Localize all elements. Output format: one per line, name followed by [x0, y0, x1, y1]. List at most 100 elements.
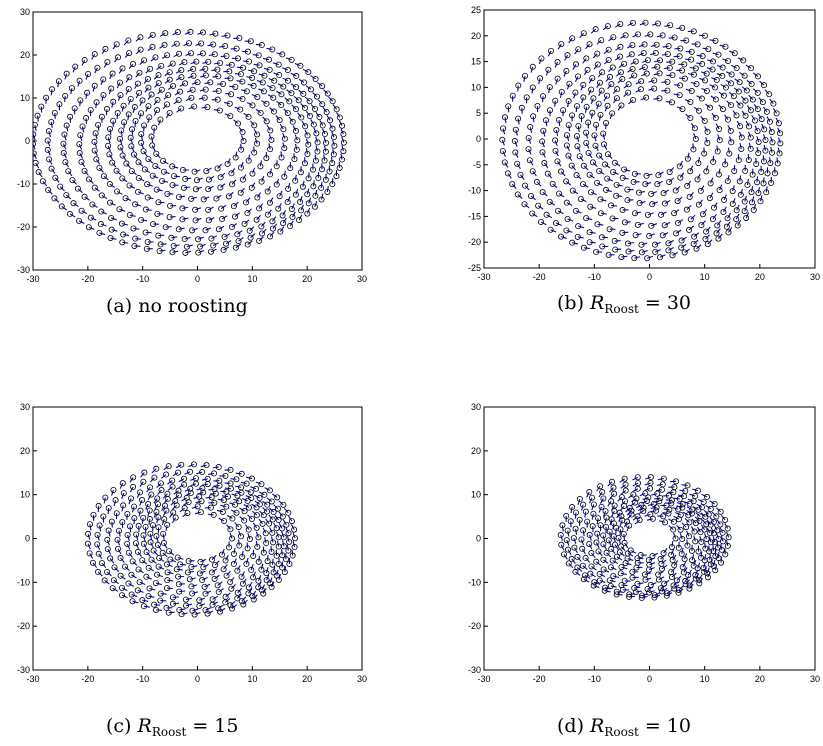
velocity-arrow [292, 532, 296, 539]
agent-marker [597, 483, 604, 490]
agent-marker [701, 526, 708, 533]
agent-marker [631, 255, 638, 262]
y-tick-label-a: 30 [20, 7, 30, 17]
agent-marker [215, 605, 222, 612]
velocity-arrow [698, 498, 704, 503]
velocity-arrow [323, 136, 327, 143]
agent-marker [143, 549, 150, 556]
agent-marker [530, 113, 537, 120]
agent-marker [618, 494, 625, 501]
agent-marker [285, 547, 292, 554]
velocity-arrow [125, 76, 130, 83]
agent-marker [108, 226, 115, 233]
agent-marker [169, 249, 176, 256]
agent-marker [608, 498, 615, 505]
agent-marker [212, 490, 219, 497]
agent-marker [275, 517, 282, 524]
agent-marker [330, 151, 337, 158]
agent-marker [48, 165, 55, 172]
velocity-arrow [554, 61, 559, 68]
agent-marker [244, 545, 251, 552]
agent-marker [161, 502, 168, 509]
velocity-arrow [94, 187, 100, 192]
velocity-arrow [607, 481, 613, 487]
velocity-arrow [661, 587, 668, 592]
agent-marker [117, 554, 124, 561]
agent-marker [130, 61, 137, 68]
agent-marker [145, 501, 152, 508]
agent-marker [174, 469, 181, 476]
agent-marker [580, 94, 587, 101]
velocity-arrow [529, 126, 533, 133]
agent-marker [224, 160, 231, 167]
velocity-arrow [126, 513, 128, 520]
velocity-arrow [580, 84, 584, 91]
agent-marker [638, 501, 645, 508]
agent-marker [212, 30, 219, 37]
velocity-arrow [176, 568, 183, 571]
agent-marker [570, 535, 577, 542]
velocity-arrow [138, 177, 145, 182]
agent-marker [538, 55, 545, 62]
agent-marker [733, 216, 740, 223]
agent-marker [141, 57, 148, 64]
agent-marker [593, 121, 600, 128]
velocity-arrow [109, 183, 116, 188]
agent-marker [217, 608, 224, 615]
agent-marker [118, 220, 125, 227]
agent-marker [98, 113, 105, 120]
velocity-arrow [577, 236, 584, 239]
agent-marker [607, 564, 614, 571]
agent-marker [681, 556, 688, 563]
agent-marker [652, 248, 659, 255]
velocity-arrow [712, 544, 714, 552]
velocity-arrow [286, 535, 290, 543]
agent-marker [560, 107, 567, 114]
agent-marker [34, 112, 41, 119]
agent-marker [154, 97, 161, 104]
agent-marker [226, 68, 233, 75]
agent-marker [724, 178, 731, 185]
agent-marker [693, 245, 700, 252]
agent-marker [643, 172, 650, 179]
agent-marker [631, 170, 638, 177]
agent-marker [115, 54, 122, 61]
velocity-arrow [308, 172, 310, 179]
caption-c-value: = 15 [192, 715, 239, 737]
velocity-arrow [681, 522, 687, 528]
velocity-arrow [644, 487, 651, 492]
agent-marker [260, 512, 267, 519]
agent-marker [184, 569, 191, 576]
velocity-arrow [276, 52, 283, 55]
velocity-arrow [163, 542, 168, 549]
agent-marker [100, 173, 107, 180]
agent-marker [153, 508, 160, 515]
agent-marker [629, 568, 636, 575]
agent-marker [575, 46, 582, 53]
velocity-arrow [596, 103, 600, 110]
agent-marker [179, 216, 186, 223]
agent-marker [572, 61, 579, 68]
agent-marker [722, 516, 729, 523]
velocity-arrow [712, 52, 719, 56]
agent-marker [569, 239, 576, 246]
agent-marker [660, 513, 667, 520]
agent-marker [501, 159, 508, 166]
caption-d-symbol: R [590, 715, 605, 737]
agent-marker [161, 41, 168, 48]
agent-marker [270, 94, 277, 101]
agent-marker [284, 199, 291, 206]
agent-marker [111, 564, 118, 571]
velocity-arrow [206, 167, 212, 172]
y-tick-label-c: -10 [17, 577, 30, 587]
velocity-arrow [589, 231, 596, 234]
agent-marker [548, 47, 555, 54]
agent-marker [119, 519, 126, 526]
agent-marker [668, 99, 675, 106]
agent-marker [241, 508, 248, 515]
velocity-arrow [107, 137, 111, 144]
agent-marker [545, 66, 552, 73]
agent-marker [229, 181, 236, 188]
velocity-arrow [709, 39, 716, 42]
agent-marker [599, 489, 606, 496]
